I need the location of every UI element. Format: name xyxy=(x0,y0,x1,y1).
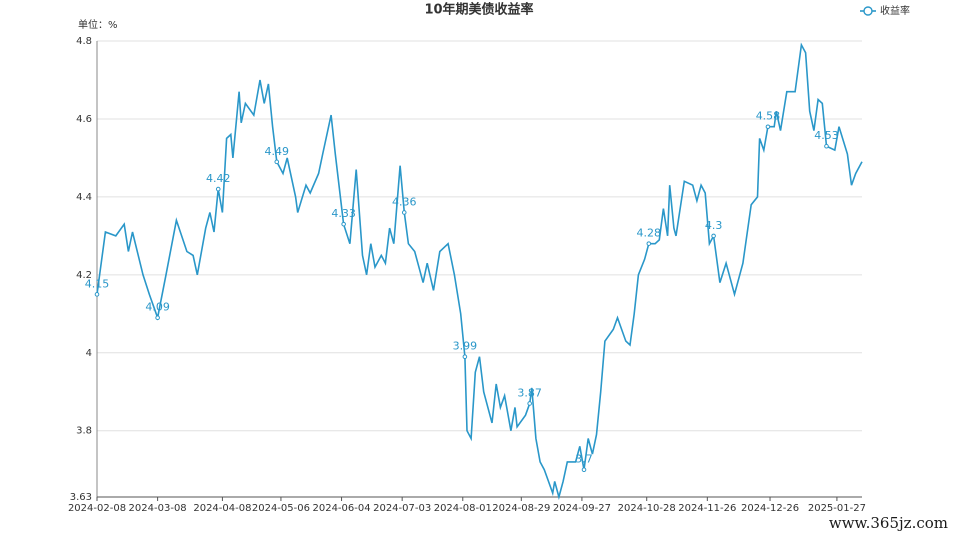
x-tick-label: 2024-03-08 xyxy=(129,503,187,514)
annotation-label: 3.7 xyxy=(575,453,593,466)
y-tick-label: 3.63 xyxy=(70,492,92,503)
annotation-label: 4.09 xyxy=(145,301,170,314)
y-tick-label: 4.4 xyxy=(76,192,92,203)
annotation-label: 4.58 xyxy=(756,110,781,123)
annotation-point xyxy=(527,401,532,406)
x-tick-label: 2024-08-01 xyxy=(434,503,492,514)
annotation-label: 4.28 xyxy=(637,227,662,240)
line xyxy=(96,42,863,501)
annotation-label: 4.33 xyxy=(331,207,356,220)
watermark: www.365jz.com xyxy=(829,514,948,532)
x-tick-label: 2024-09-27 xyxy=(553,503,611,514)
annotation-point xyxy=(155,315,160,321)
annotation-point xyxy=(765,124,771,130)
x-tick-label: 2024-11-26 xyxy=(678,503,736,514)
x-tick-label: 2024-07-03 xyxy=(373,503,431,514)
x-tick-label: 2024-05-06 xyxy=(252,503,310,514)
annotation-point xyxy=(581,467,587,473)
x-tick-label: 2024-10-28 xyxy=(618,503,676,514)
annotation-point xyxy=(462,354,468,359)
annotation-point xyxy=(711,233,716,239)
annotation-point xyxy=(215,186,221,192)
y-tick-label: 4.8 xyxy=(76,36,92,47)
annotation-point xyxy=(646,241,652,246)
x-tick-label: 2025-01-27 xyxy=(808,503,866,514)
legend-icon xyxy=(863,6,873,16)
y-axis-label: 单位：% xyxy=(78,18,118,31)
annotation-point xyxy=(94,292,100,297)
annotation-label: 4.53 xyxy=(814,129,839,142)
annotation-label: 4.36 xyxy=(392,195,417,208)
x-tick-label: 2024-12-26 xyxy=(741,503,799,514)
annotation-point xyxy=(401,210,407,215)
annotation-label: 4.3 xyxy=(705,219,723,232)
annotation-label: 3.99 xyxy=(453,340,478,353)
annotation-label: 4.49 xyxy=(265,145,290,158)
annotation-point xyxy=(824,143,829,149)
x-tick-label: 2024-04-08 xyxy=(193,503,251,514)
annotation-point xyxy=(341,221,346,227)
y-tick-label: 4.6 xyxy=(76,114,92,125)
x-tick-label: 2024-08-29 xyxy=(492,503,550,514)
annotation-label: 4.42 xyxy=(206,172,231,185)
legend-label: 收益率 xyxy=(880,4,910,17)
y-tick-label: 4 xyxy=(86,348,92,359)
annotation-label: 4.15 xyxy=(85,277,110,290)
x-tick-label: 2024-02-08 xyxy=(68,503,126,514)
x-tick-label: 2024-06-04 xyxy=(312,503,370,514)
y-tick-label: 4.2 xyxy=(76,270,92,281)
chart-title: 10年期美债收益率 xyxy=(424,2,533,18)
y-tick-label: 3.8 xyxy=(76,426,92,437)
annotation-label: 3.87 xyxy=(517,386,542,399)
annotation-point xyxy=(274,159,280,165)
